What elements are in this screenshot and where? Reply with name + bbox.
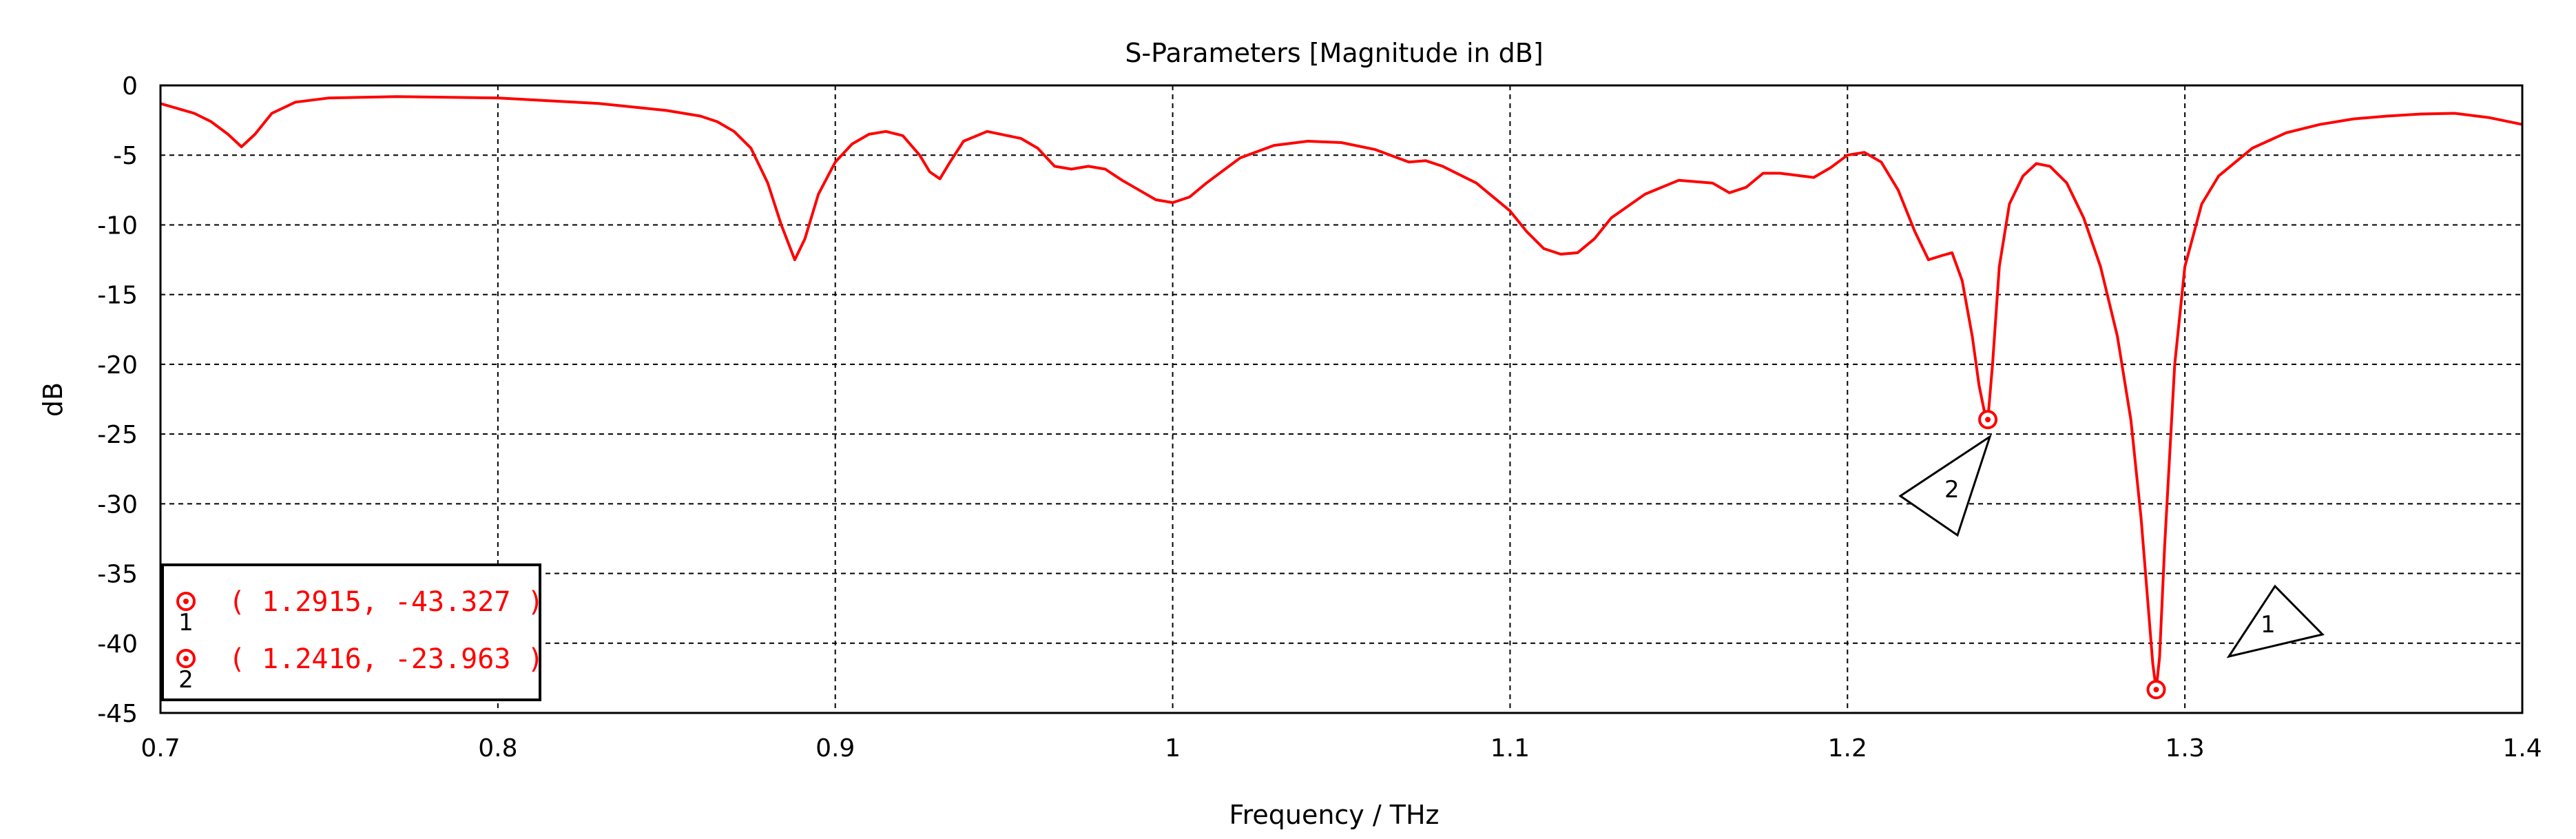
x-tick-label: 1 [1165, 734, 1181, 763]
y-tick-label: -10 [97, 211, 138, 240]
legend-marker-1-label: ( 1.2915, -43.327 ) [229, 586, 544, 618]
y-tick-label: -40 [97, 630, 138, 659]
marker-2-dot [1985, 417, 1991, 423]
y-tick-label: -25 [97, 421, 138, 449]
x-tick-label: 0.7 [141, 734, 180, 763]
marker-1-callout [2226, 584, 2325, 659]
legend-marker-2-label: ( 1.2416, -23.963 ) [229, 643, 544, 675]
marker-2-callout-label: 2 [1944, 476, 1960, 504]
y-tick-label: -45 [97, 700, 138, 728]
y-tick-label: -15 [97, 282, 138, 310]
legend-box [161, 563, 541, 701]
markers: 12 [1898, 410, 2325, 700]
x-tick-label: 0.9 [816, 734, 855, 763]
y-axis-title: dB [38, 382, 68, 417]
legend-marker-1-dot [183, 599, 189, 604]
marker-1-callout-label: 1 [2261, 611, 2276, 639]
y-tick-label: -20 [97, 351, 138, 380]
marker-2-callout [1898, 434, 1992, 537]
x-tick-label: 1.3 [2165, 734, 2205, 763]
series-line [160, 95, 2523, 692]
y-tick-labels: 0 -5 -10 -15 -20 -25 -30 -35 -40 -45 [97, 72, 138, 728]
marker-legend: 1 ( 1.2915, -43.327 ) 2 ( 1.2416, -23.963 ) [161, 563, 544, 701]
plot-frame [159, 84, 2524, 714]
x-axis-title: Frequency / THz [1229, 800, 1439, 830]
curve-layer [160, 95, 2523, 692]
y-tick-label: -35 [97, 561, 138, 589]
legend-marker-1-id: 1 [178, 609, 194, 636]
y-tick-label: -5 [113, 142, 138, 170]
x-tick-label: 1.1 [1490, 734, 1530, 763]
y-tick-label: -30 [97, 490, 138, 519]
legend-marker-2-dot [183, 656, 189, 661]
y-tick-label: 0 [122, 72, 138, 101]
x-tick-label: 0.8 [478, 734, 517, 763]
marker-1-dot [2153, 687, 2159, 693]
x-tick-label: 1.4 [2502, 734, 2542, 763]
x-tick-label: 1.2 [1828, 734, 1867, 763]
x-tick-labels: 0.7 0.8 0.9 1 1.1 1.2 1.3 1.4 [141, 734, 2542, 763]
legend-marker-2-id: 2 [178, 666, 194, 694]
chart-title: S-Parameters [Magnitude in dB] [1125, 38, 1543, 68]
